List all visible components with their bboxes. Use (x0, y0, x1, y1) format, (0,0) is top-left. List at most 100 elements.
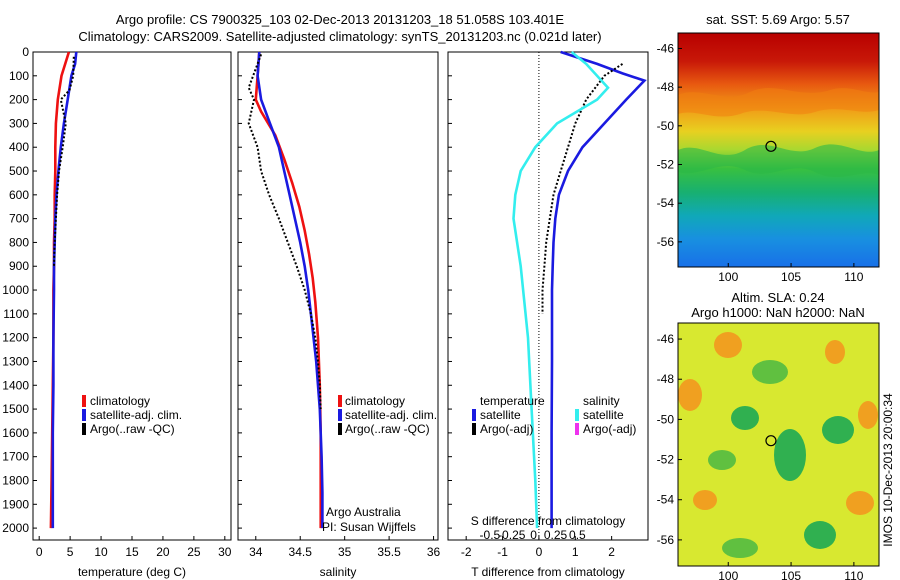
map-lat-label: -56 (657, 235, 675, 249)
difference-profile-panel: -2 -1 0 1 2 -0.5-0.25 0 0.25 0.5 T difference f… (447, 50, 649, 579)
map-lat-label: -50 (657, 119, 675, 133)
legend-temp-argo: Argo(-adj) (480, 422, 533, 436)
legend-swatch-temp-argo (472, 423, 476, 435)
legend-climatology: climatology (345, 394, 405, 408)
sst-map-panel: sat. SST: 5.69 Argo: 5.57 100 105 110 -46 -4… (657, 12, 880, 284)
sla-anomaly-low (804, 521, 836, 549)
legend-swatch-sal-argo (575, 423, 579, 435)
map-lat-label: -56 (657, 533, 675, 547)
sla-anomaly-high (825, 340, 845, 364)
secondary-x-tick-label: 0 (530, 528, 537, 542)
legend-temp-satellite: satellite (480, 408, 521, 422)
map-lat-label: -46 (657, 332, 675, 346)
temperature-legend: climatology satellite-adj. clim. Argo(..… (82, 394, 182, 436)
map-lon-label: 110 (844, 270, 863, 284)
x-tick-label: 34.5 (289, 545, 313, 559)
legend-swatch-climatology (338, 395, 342, 407)
depth-tick-label: 700 (9, 212, 29, 226)
salinity-series (247, 51, 324, 529)
x-tick-label: 5 (67, 545, 74, 559)
legend-swatch-temp-satellite (472, 409, 476, 421)
temperature-x-label: temperature (deg C) (78, 565, 186, 579)
legend-sal-argo: Argo(-adj) (583, 422, 636, 436)
x-tick-label: 35.5 (377, 545, 401, 559)
sla-map-panel: Altim. SLA: 0.24 Argo h1000: NaN h2000: … (657, 290, 880, 580)
difference-axes-box (447, 51, 649, 541)
x-tick-label: 34 (249, 545, 263, 559)
x-tick-label: 2 (608, 545, 615, 559)
sst-map-frame (677, 32, 880, 268)
sla-map-title-line1: Altim. SLA: 0.24 (731, 290, 824, 305)
difference-series (512, 50, 647, 529)
depth-tick-label: 200 (9, 93, 29, 107)
depth-tick-label: 900 (9, 259, 29, 273)
sla-anomaly-low (731, 406, 759, 430)
figure-title-line2: Climatology: CARS2009. Satellite-adjuste… (78, 29, 601, 44)
map-lon-label: 105 (781, 270, 801, 284)
depth-tick-label: 400 (9, 140, 29, 154)
sst-map-axes: 100 105 110 -46 -48 -50 -52 -54 -56 (657, 41, 864, 284)
salinity-profile-panel: 34 34.5 35 35.5 36 salinity climatology sate… (237, 51, 441, 579)
depth-tick-label: 1300 (2, 354, 29, 368)
map-lat-label: -52 (657, 453, 675, 467)
depth-tick-label: 1400 (2, 378, 29, 392)
secondary-x-tick-label: -0.25 (498, 528, 526, 542)
legend-swatch-argo (82, 423, 86, 435)
map-lat-label: -52 (657, 158, 675, 172)
sla-map-frame (677, 322, 880, 567)
x-tick-label: 10 (94, 545, 108, 559)
difference-secondary-x-label: S difference from climatology (471, 514, 626, 528)
secondary-x-tick-label: 0.25 (544, 528, 568, 542)
map-lon-label: 100 (718, 569, 738, 580)
secondary-x-tick-label: -0.5 (480, 528, 501, 542)
temperature-axes-box (32, 51, 232, 541)
sla-anomaly-high (678, 379, 702, 411)
series-line-argo-raw-qc- (53, 56, 75, 267)
series-line-satellite-adj-clim- (51, 51, 78, 529)
depth-tick-label: 300 (9, 116, 29, 130)
map-lat-label: -54 (657, 196, 675, 210)
sla-anomaly-low (822, 416, 854, 444)
x-tick-label: -2 (461, 545, 472, 559)
x-tick-label: 1 (572, 545, 579, 559)
legend-satellite-adj: satellite-adj. clim. (90, 408, 182, 422)
series-line-temperature-satellite (550, 50, 647, 529)
depth-tick-label: 1100 (3, 307, 29, 321)
series-line-salinity-satellite (512, 50, 610, 529)
sla-anomaly-high (858, 401, 878, 429)
depth-tick-label: 500 (9, 164, 29, 178)
salinity-difference-axis: -0.5-0.25 0 0.25 0.5 (480, 528, 587, 542)
figure-title-line1: Argo profile: CS 7900325_103 02-Dec-2013… (116, 12, 564, 27)
x-tick-label: 35 (338, 545, 352, 559)
x-tick-label: 15 (125, 545, 139, 559)
sla-map-axes: 100 105 110 -46 -48 -50 -52 -54 -56 (657, 332, 864, 580)
sla-anomaly-low (708, 450, 736, 470)
temperature-x-axis: 0 5 10 15 20 25 30 (36, 536, 232, 559)
sla-anomaly-high (714, 332, 742, 358)
difference-depth-ticks (448, 51, 452, 529)
difference-x-label: T difference from climatology (471, 565, 625, 579)
depth-tick-label: 1000 (2, 283, 29, 297)
legend-argo: Argo(..raw -QC) (345, 422, 430, 436)
depth-tick-label: 800 (9, 235, 29, 249)
x-tick-label: 25 (187, 545, 201, 559)
sla-anomaly-low (752, 360, 788, 384)
sla-anomaly-high (693, 490, 717, 510)
legend-salinity-header: salinity (583, 394, 620, 408)
salinity-depth-ticks (238, 51, 242, 529)
depth-tick-label: 1500 (2, 402, 29, 416)
x-tick-label: -1 (497, 545, 508, 559)
sla-map-title-line2: Argo h1000: NaN h2000: NaN (691, 305, 864, 320)
secondary-x-tick-label: 0.5 (569, 528, 586, 542)
depth-tick-label: 1200 (2, 331, 29, 345)
x-tick-label: 0 (536, 545, 543, 559)
x-tick-label: 0 (36, 545, 43, 559)
difference-legend: temperature satellite Argo(-adj) salinit… (472, 394, 636, 436)
temperature-profile-panel: 0100200300400500600700800900100011001200… (2, 45, 232, 579)
salinity-legend: climatology satellite-adj. clim. Argo(..… (338, 394, 437, 436)
legend-swatch-sal-satellite (575, 409, 579, 421)
argo-location-marker (765, 435, 777, 447)
salinity-x-axis: 34 34.5 35 35.5 36 (249, 536, 441, 559)
temperature-series (49, 51, 78, 529)
